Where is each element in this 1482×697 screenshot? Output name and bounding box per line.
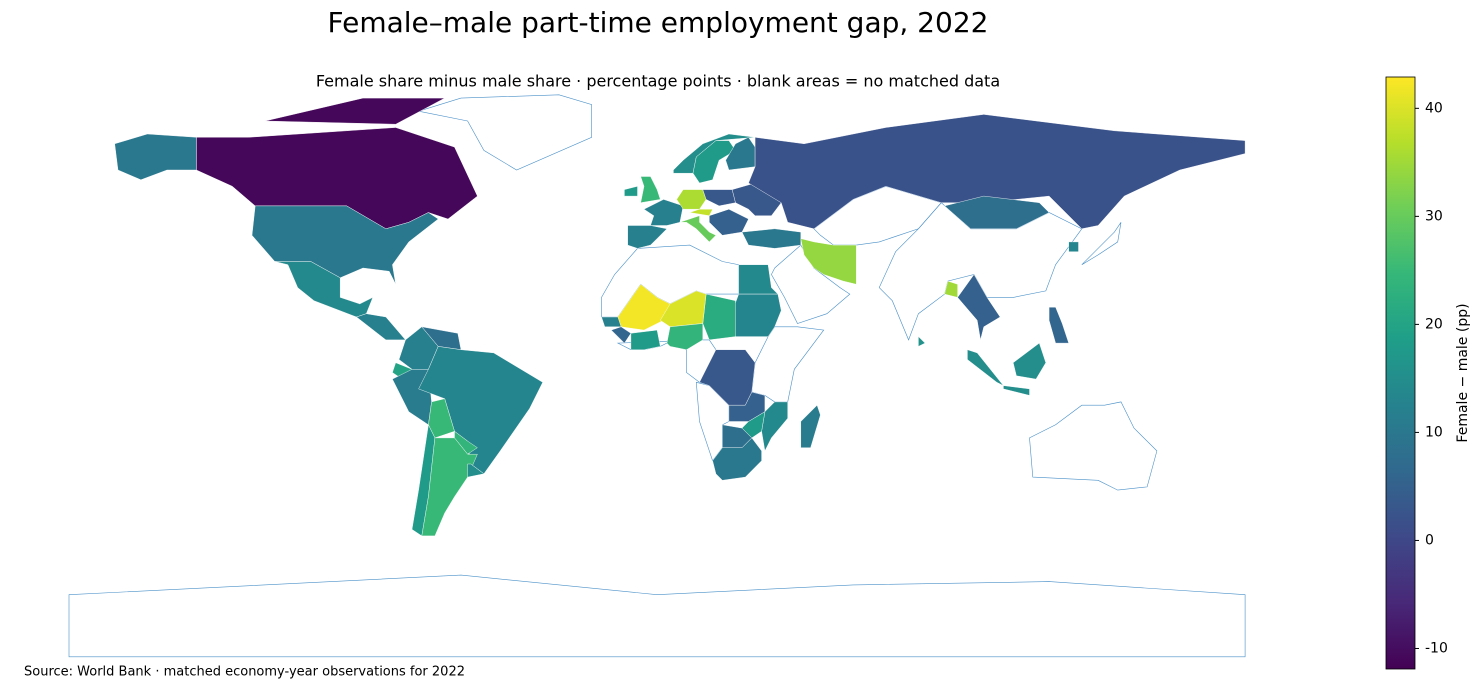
regions [114, 97, 1246, 537]
region [421, 437, 478, 537]
region [666, 323, 703, 350]
region [1068, 241, 1079, 252]
region [627, 225, 668, 249]
region [610, 326, 632, 344]
source-note: Source: World Bank · matched economy-yea… [24, 665, 465, 680]
region [728, 293, 782, 337]
land-outline [1081, 222, 1122, 265]
chart-subtitle: Female share minus male share · percenta… [316, 72, 1000, 91]
region [1012, 342, 1047, 380]
region [738, 264, 779, 295]
colorbar-tick-label: 30 [1425, 208, 1443, 224]
region [114, 133, 197, 181]
colorbar [1385, 76, 1416, 670]
region [918, 336, 926, 347]
colorbar-tick-label: 40 [1425, 100, 1443, 116]
region [800, 238, 857, 285]
region [660, 290, 707, 328]
land-outline [68, 574, 1246, 658]
region [601, 316, 622, 327]
land-outline [1029, 401, 1158, 491]
region [640, 176, 661, 203]
colorbar-tick-label: 10 [1425, 424, 1443, 440]
region [957, 274, 1001, 340]
colorbar-tick-label: 20 [1425, 316, 1443, 332]
region [264, 97, 445, 125]
land-outline [751, 326, 825, 403]
region [454, 430, 478, 455]
region [944, 280, 958, 298]
region [630, 329, 661, 350]
region [1003, 385, 1030, 396]
region [967, 349, 1004, 386]
region [689, 209, 713, 216]
region [731, 182, 782, 216]
region [1048, 307, 1069, 344]
region [428, 398, 455, 439]
colorbar-tick-label: -10 [1425, 640, 1448, 656]
land-outline [418, 94, 592, 171]
region [679, 215, 717, 243]
colorbar-label: Female − male (pp) [1455, 303, 1471, 442]
region [702, 293, 736, 341]
region [617, 284, 671, 331]
region [676, 189, 707, 210]
region [761, 401, 788, 452]
region [702, 189, 736, 207]
region [709, 208, 749, 236]
region [624, 186, 638, 197]
region [748, 114, 1246, 230]
region [699, 349, 756, 406]
colorbar-tick-label: 0 [1425, 532, 1434, 548]
region [722, 424, 753, 448]
region [356, 313, 406, 341]
region [467, 463, 485, 478]
region [741, 228, 801, 249]
region [728, 391, 766, 422]
region [944, 195, 1050, 229]
chart-title: Female–male part-time employment gap, 20… [328, 6, 989, 39]
region [274, 261, 374, 318]
region [643, 199, 684, 226]
region [741, 411, 766, 439]
region [800, 404, 821, 448]
